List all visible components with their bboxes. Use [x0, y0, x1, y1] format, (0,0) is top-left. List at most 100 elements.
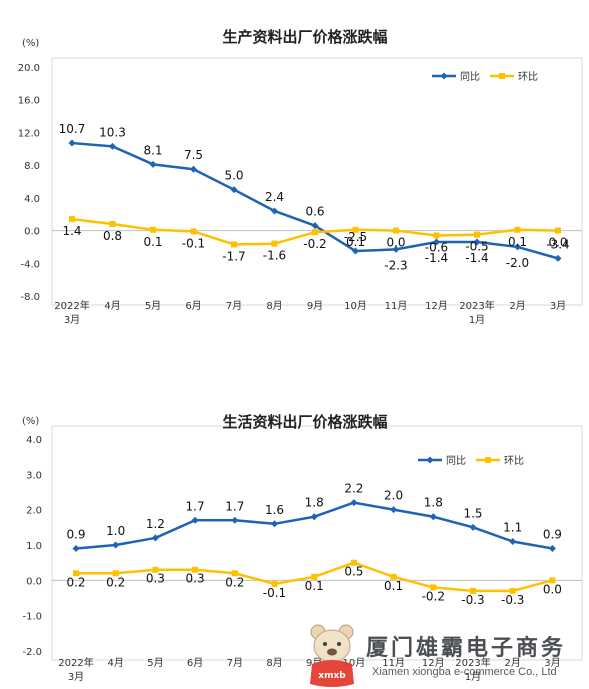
yoy-data-label: 1.8: [424, 496, 443, 510]
yoy-point: [191, 516, 199, 524]
yoy-data-label: 1.7: [186, 499, 205, 513]
legend-marker-yoy: [440, 72, 448, 80]
mom-data-label: -0.1: [182, 236, 205, 250]
x-tick-label: 7月: [227, 657, 243, 669]
mom-point: [514, 226, 521, 233]
mom-data-label: -0.1: [263, 586, 286, 600]
plot-frame: [51, 425, 583, 661]
x-tick-label: 8月: [266, 657, 282, 669]
mom-point: [192, 566, 199, 573]
yoy-data-label: 7.5: [184, 148, 203, 162]
mom-point: [109, 221, 116, 228]
yoy-point: [109, 142, 116, 150]
mom-point: [312, 229, 318, 236]
mom-data-label: -0.5: [465, 240, 488, 254]
watermark-subtitle: Xiamen xiongba e-commerce Co., Ltd: [372, 666, 557, 678]
yoy-data-label: -1.4: [465, 251, 488, 265]
y-tick-label: 20.0: [18, 63, 40, 74]
y-tick-label: -4.0: [20, 259, 40, 270]
mom-point: [112, 570, 119, 577]
yoy-point: [231, 516, 239, 524]
mom-data-label: 1.4: [62, 224, 81, 238]
mom-data-label: 0.0: [548, 236, 567, 250]
mom-point: [152, 566, 159, 573]
mom-point: [352, 226, 359, 233]
mom-data-label: 0.0: [386, 236, 405, 250]
yoy-point: [469, 523, 477, 531]
yoy-data-label: 1.7: [225, 499, 244, 513]
yoy-data-label: -2.0: [506, 256, 529, 270]
x-tick-label: 8月: [266, 300, 282, 312]
yoy-point: [392, 245, 400, 253]
plot-frame: [51, 57, 583, 306]
y-tick-label: -2.0: [22, 647, 42, 658]
y-tick-label: 16.0: [18, 96, 40, 107]
mom-data-label: 0.3: [186, 572, 205, 586]
legend-label-yoy: 同比: [460, 71, 480, 83]
yoy-point: [271, 207, 278, 215]
yoy-point: [509, 537, 517, 545]
legend-marker-mom: [499, 73, 505, 79]
yoy-data-label: 1.5: [463, 506, 482, 520]
mom-point: [231, 570, 238, 577]
mom-data-label: 0.5: [344, 565, 363, 579]
mom-data-label: 0.1: [346, 235, 365, 249]
x-tick-label: 4月: [108, 657, 124, 669]
yoy-point: [68, 139, 76, 147]
legend-marker-mom: [485, 457, 491, 463]
company-watermark: xmxb 厦门雄霸电子商务 Xiamen xiongba e-commerce …: [300, 618, 589, 689]
yoy-data-label: 1.0: [106, 524, 125, 538]
yoy-point: [350, 499, 358, 507]
yoy-data-label: 1.1: [503, 520, 522, 534]
yoy-data-label: 10.7: [59, 122, 86, 136]
yoy-data-label: 2.0: [384, 489, 403, 503]
yoy-point: [151, 534, 159, 542]
x-tick-label: 4月: [104, 300, 120, 312]
yoy-data-label: 1.2: [146, 517, 165, 531]
yoy-data-label: -3.4: [546, 237, 569, 251]
x-tick-label: 2023年: [455, 656, 490, 669]
mom-data-label: 0.1: [305, 579, 324, 593]
x-tick-label: 10月: [344, 300, 367, 312]
mom-data-label: 0.3: [146, 572, 165, 586]
mom-point: [430, 584, 437, 591]
yoy-point: [311, 222, 319, 230]
yoy-data-label: -2.5: [344, 230, 367, 244]
mom-data-label: -0.6: [425, 240, 448, 254]
mom-data-label: -0.3: [461, 593, 484, 607]
x-tick-label: 6月: [187, 657, 203, 669]
mom-data-label: 0.2: [66, 575, 85, 589]
x-tick-label: 2022年: [54, 299, 89, 312]
yoy-data-label: 1.8: [305, 496, 324, 510]
yoy-point: [230, 186, 238, 194]
x-tick-label: 3月: [550, 300, 566, 312]
mom-data-label: -0.2: [422, 589, 445, 603]
yoy-point: [514, 243, 521, 251]
y-tick-label: 4.0: [26, 435, 42, 446]
yoy-point: [352, 247, 359, 255]
mom-point: [470, 587, 476, 594]
x-tick-label: 2月: [509, 300, 525, 312]
chart-title: 生产资料出厂价格涨跌幅: [222, 28, 387, 46]
mom-data-label: -0.3: [501, 593, 524, 607]
yoy-point: [72, 545, 80, 553]
x-tick-label: 12月: [422, 657, 445, 669]
yoy-point: [473, 238, 481, 246]
x-tick-label: 1月: [469, 314, 485, 326]
x-tick-label: 2023年: [459, 299, 494, 312]
y-tick-label: 0.0: [24, 227, 40, 238]
x-tick-label: 2022年: [58, 656, 93, 669]
x-tick-label: 7月: [226, 300, 242, 312]
yoy-point: [190, 165, 197, 173]
mom-point: [311, 573, 318, 580]
y-tick-label: 2.0: [26, 506, 42, 517]
logo-text: xmxb: [318, 671, 346, 681]
mom-data-label: 0.2: [225, 575, 244, 589]
mom-point: [73, 570, 79, 577]
mom-data-label: 0.0: [543, 582, 562, 596]
mom-point: [231, 241, 237, 248]
x-tick-label: 6月: [185, 300, 201, 312]
mom-point: [271, 240, 278, 247]
yoy-data-label: 10.3: [99, 125, 126, 139]
mom-point: [555, 227, 561, 234]
